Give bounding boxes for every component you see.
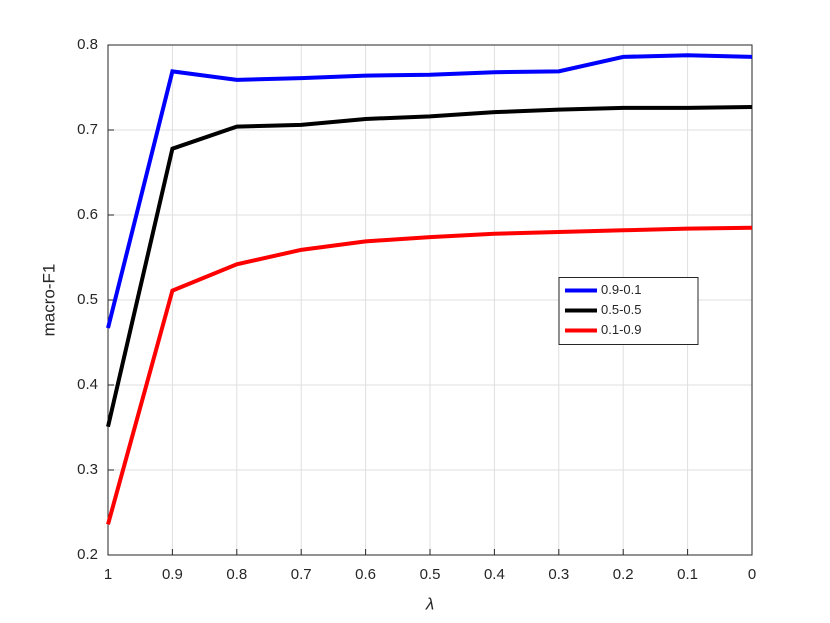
x-tick-label: 0.8 [226,566,247,583]
x-tick-label: 0.5 [420,566,441,583]
legend-label: 0.1-0.9 [601,322,641,337]
legend-label: 0.9-0.1 [601,282,641,297]
y-tick-label: 0.5 [77,291,98,308]
x-tick-label: 0 [748,566,756,583]
legend-label: 0.5-0.5 [601,302,641,317]
x-axis-label: λ [425,594,434,613]
x-tick-label: 0.6 [355,566,376,583]
x-tick-label: 0.9 [162,566,183,583]
y-tick-label: 0.6 [77,206,98,223]
x-tick-label: 0.4 [484,566,505,583]
line-series [106,225,753,525]
line-series [106,53,753,329]
y-tick-label: 0.8 [77,36,98,53]
y-axis-label: macro-F1 [39,264,58,337]
x-tick-label: 0.3 [548,566,569,583]
y-tick-label: 0.7 [77,121,98,138]
x-tick-label: 0.7 [291,566,312,583]
line-series [106,105,753,428]
x-tick-label: 1 [104,566,112,583]
y-tick-label: 0.4 [77,376,98,393]
axes-box [107,44,753,556]
y-tick-label: 0.2 [77,546,98,563]
x-tick-label: 0.2 [613,566,634,583]
x-tick-label: 0.1 [677,566,698,583]
y-tick-label: 0.3 [77,461,98,478]
